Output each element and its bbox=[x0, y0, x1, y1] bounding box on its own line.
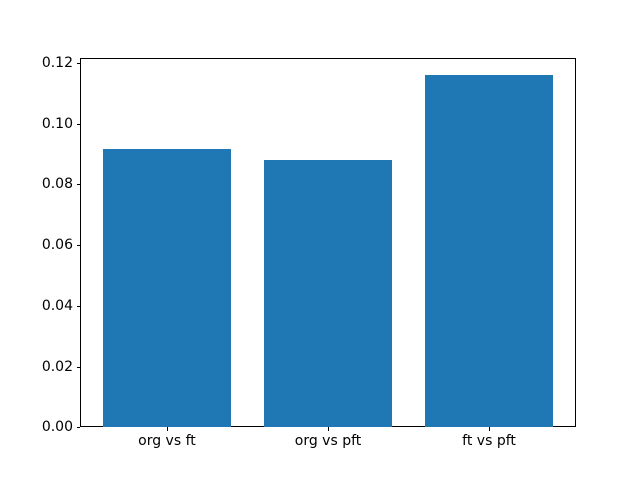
x-tick-mark bbox=[489, 427, 491, 431]
x-tick-mark bbox=[328, 427, 329, 431]
y-tick-label: 0.00 bbox=[41, 419, 73, 436]
x-tick-label: org vs ft bbox=[138, 433, 196, 450]
y-tick-label: 0.06 bbox=[41, 237, 73, 254]
y-tick-label: 0.02 bbox=[41, 358, 73, 375]
y-tick-label: 0.10 bbox=[41, 115, 73, 132]
y-tick-label: 0.08 bbox=[41, 176, 73, 193]
x-tick-label: ft vs pft bbox=[462, 433, 516, 450]
y-tick-label: 0.04 bbox=[41, 297, 73, 314]
bar-org-vs-pft bbox=[263, 159, 393, 428]
y-tick-mark bbox=[76, 305, 80, 307]
y-tick-mark bbox=[76, 427, 80, 429]
y-tick-mark bbox=[76, 63, 80, 65]
y-tick-mark bbox=[76, 245, 80, 247]
y-tick-mark bbox=[76, 184, 80, 186]
x-tick-label: org vs pft bbox=[294, 433, 362, 450]
y-tick-mark bbox=[76, 123, 80, 125]
bar-ft-vs-pft bbox=[424, 75, 554, 428]
y-tick-label: 0.12 bbox=[41, 55, 73, 72]
x-tick-mark bbox=[166, 427, 168, 431]
y-tick-mark bbox=[76, 366, 80, 368]
bar-org-vs-ft bbox=[102, 148, 232, 428]
